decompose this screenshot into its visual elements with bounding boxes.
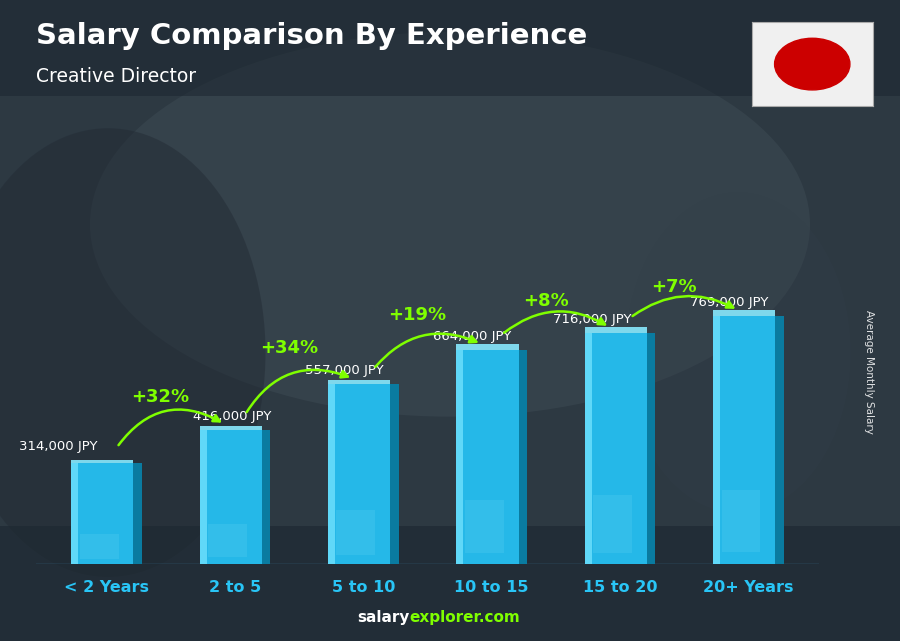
Bar xyxy=(328,385,390,564)
Bar xyxy=(713,310,775,316)
Ellipse shape xyxy=(90,32,810,417)
Bar xyxy=(328,380,390,385)
Bar xyxy=(518,350,527,564)
Bar xyxy=(80,534,119,559)
Bar xyxy=(390,385,399,564)
Text: 716,000 JPY: 716,000 JPY xyxy=(553,313,631,326)
Bar xyxy=(456,350,518,564)
Text: +19%: +19% xyxy=(388,306,446,324)
Bar xyxy=(0,0,900,96)
Text: salary: salary xyxy=(357,610,410,625)
Bar xyxy=(262,430,270,564)
Bar xyxy=(585,333,592,564)
Text: +7%: +7% xyxy=(651,278,697,296)
Bar xyxy=(722,490,760,552)
Bar xyxy=(200,430,262,564)
Text: 557,000 JPY: 557,000 JPY xyxy=(305,365,383,378)
Bar xyxy=(337,510,375,555)
Bar xyxy=(71,460,133,463)
Bar xyxy=(328,385,335,564)
Bar xyxy=(0,526,900,641)
Bar xyxy=(585,328,647,333)
Bar xyxy=(71,463,78,564)
Bar xyxy=(71,463,133,564)
Text: +34%: +34% xyxy=(260,339,318,358)
Bar xyxy=(713,316,720,564)
Text: Creative Director: Creative Director xyxy=(36,67,196,87)
Bar xyxy=(200,430,207,564)
Bar xyxy=(775,316,784,564)
Bar xyxy=(200,426,262,430)
Text: +32%: +32% xyxy=(131,388,190,406)
Bar xyxy=(465,500,504,553)
Bar xyxy=(456,344,518,350)
Text: 416,000 JPY: 416,000 JPY xyxy=(194,410,272,423)
Bar xyxy=(713,316,775,564)
Circle shape xyxy=(775,38,850,90)
Ellipse shape xyxy=(0,128,266,577)
Text: Salary Comparison By Experience: Salary Comparison By Experience xyxy=(36,22,587,51)
Text: +8%: +8% xyxy=(523,292,569,310)
Bar xyxy=(208,524,247,558)
Bar xyxy=(593,495,632,553)
Text: Average Monthly Salary: Average Monthly Salary xyxy=(863,310,874,434)
Text: explorer.com: explorer.com xyxy=(410,610,520,625)
Bar xyxy=(647,333,655,564)
Ellipse shape xyxy=(626,192,850,513)
Text: 769,000 JPY: 769,000 JPY xyxy=(690,296,769,309)
Bar xyxy=(133,463,142,564)
Bar xyxy=(585,333,647,564)
Text: 664,000 JPY: 664,000 JPY xyxy=(433,330,511,343)
Text: 314,000 JPY: 314,000 JPY xyxy=(19,440,97,453)
Bar xyxy=(456,350,464,564)
